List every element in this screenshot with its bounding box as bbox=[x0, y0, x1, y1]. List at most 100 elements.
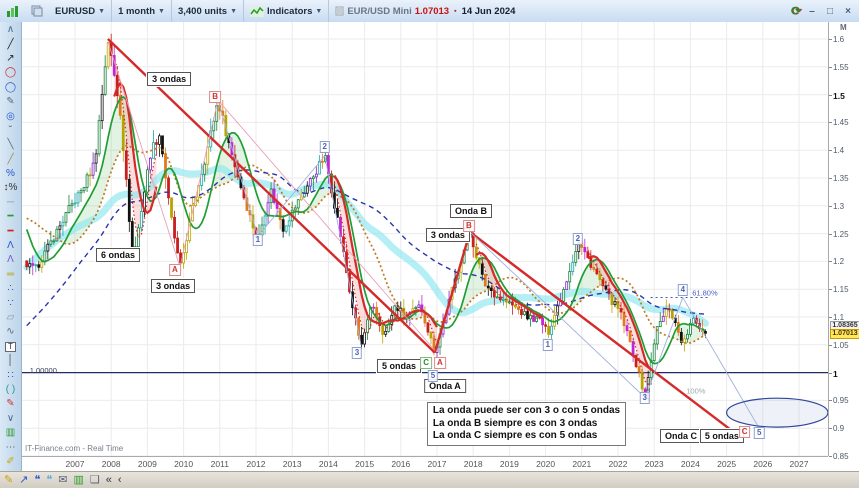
elliott-wave-marker-5[interactable]: 5 bbox=[753, 427, 765, 440]
elliott-wave-marker-A[interactable]: A bbox=[434, 357, 446, 370]
scroll-down-icon[interactable]: ∨ bbox=[2, 412, 20, 426]
chevron-down-icon: ▼ bbox=[230, 7, 237, 15]
dots-tool-icon[interactable]: ∷ bbox=[2, 368, 20, 382]
analysis-note-box[interactable]: La onda puede ser con 3 o con 5 ondas La … bbox=[426, 402, 627, 446]
indicators-button[interactable]: Indicators ▼ bbox=[244, 0, 330, 22]
close-button[interactable]: × bbox=[845, 5, 851, 17]
segment-tool-icon[interactable]: ╲ bbox=[2, 138, 20, 152]
text-tool-icon[interactable]: T bbox=[2, 340, 20, 354]
annotate-marker-icon[interactable]: ✎ bbox=[4, 473, 14, 486]
year-tick-label: 2027 bbox=[789, 459, 809, 469]
highlight-tool-icon[interactable]: ✐ bbox=[2, 455, 20, 469]
divider-icon[interactable]: ─ bbox=[2, 196, 20, 210]
price-tick-label: 1.5 bbox=[833, 90, 845, 101]
more-tools-icon[interactable]: ⋯ bbox=[2, 440, 20, 454]
wave-count-tool-icon[interactable]: Λ bbox=[2, 239, 20, 253]
ellipse-handles-tool-icon[interactable]: ◎ bbox=[2, 109, 20, 123]
layers-icon bbox=[31, 5, 43, 17]
mail-icon[interactable]: ✉ bbox=[58, 473, 68, 486]
elliott-wave-marker-C[interactable]: C bbox=[420, 357, 433, 370]
price-tick-label: 1.2 bbox=[833, 257, 845, 267]
scroll-up-icon-glyph: ∧ bbox=[6, 24, 15, 36]
year-tick-label: 2009 bbox=[137, 459, 157, 469]
price-tick-mark bbox=[829, 178, 832, 179]
vline-tool-icon[interactable]: │ bbox=[2, 354, 20, 368]
elliott-wave-marker-2[interactable]: 2 bbox=[572, 232, 584, 245]
chart-style-icon[interactable] bbox=[0, 0, 25, 22]
wave-count-label[interactable]: 3 ondas bbox=[425, 227, 470, 242]
fibonacci-tool-icon[interactable]: % bbox=[2, 167, 20, 181]
hline-green-tool-icon[interactable]: ━ bbox=[2, 210, 20, 224]
wave-count-label[interactable]: 5 ondas bbox=[699, 428, 744, 443]
elliott-wave-marker-B[interactable]: B bbox=[462, 220, 475, 233]
chevron-down-icon: ▼ bbox=[98, 7, 106, 15]
last-price-tag: 1.07013 bbox=[830, 328, 859, 339]
bracket-tool-icon[interactable]: ( ) bbox=[2, 383, 20, 397]
pencil-tool-icon[interactable]: ✎ bbox=[2, 95, 20, 109]
wave-label-tool-icon[interactable]: Λ bbox=[2, 253, 20, 267]
elliott-wave-marker-A[interactable]: A bbox=[169, 264, 181, 277]
elliott-wave-marker-1[interactable]: 1 bbox=[542, 339, 553, 352]
fibonacci-level-label[interactable]: 61.80% bbox=[692, 288, 718, 298]
restore-button[interactable]: □ bbox=[826, 5, 834, 17]
cascade-windows-icon[interactable]: ❏ bbox=[89, 473, 100, 486]
wave-count-label[interactable]: Onda A bbox=[424, 378, 466, 393]
price-tick-mark bbox=[829, 122, 832, 124]
step-left-icon[interactable]: ‹ bbox=[117, 473, 122, 486]
arc-tool-icon[interactable]: ˘ bbox=[2, 124, 20, 138]
collapse-left-icon[interactable]: « bbox=[105, 473, 112, 486]
elliott-wave-marker-B[interactable]: B bbox=[209, 90, 221, 103]
wave-count-label[interactable]: Onda B bbox=[450, 204, 493, 219]
chat-alt-icon[interactable]: ❝ bbox=[46, 473, 53, 486]
eraser-tool-icon[interactable]: ▱ bbox=[2, 311, 20, 325]
elliott-wave-marker-4[interactable]: 4 bbox=[677, 284, 689, 297]
ellipse-red-tool-icon[interactable]: ◯ bbox=[2, 66, 20, 80]
elliott-wave-marker-1[interactable]: 1 bbox=[252, 234, 264, 247]
window-controls: ⟳ – □ × bbox=[791, 4, 859, 18]
wave-count-label[interactable]: 6 ondas bbox=[96, 248, 141, 263]
ellipse-blue-tool-icon[interactable]: ◯ bbox=[2, 81, 20, 95]
wave-count-label[interactable]: Onda C bbox=[659, 428, 702, 443]
trendline-tool-icon[interactable]: ╱ bbox=[2, 37, 20, 51]
layout-icon[interactable] bbox=[25, 0, 49, 22]
symbol-selector[interactable]: EURUSD ▼ bbox=[49, 0, 113, 22]
refresh-icon[interactable]: ⟳ bbox=[790, 4, 801, 18]
hline-red-tool-icon[interactable]: ━ bbox=[2, 224, 20, 238]
points-tool-icon[interactable]: ∵ bbox=[2, 296, 20, 310]
minimize-button[interactable]: – bbox=[809, 5, 815, 17]
scroll-up-icon[interactable]: ∧ bbox=[2, 23, 20, 37]
pencil-red-tool-icon[interactable]: ✎ bbox=[2, 397, 20, 411]
ellipse-handles-tool-icon-glyph: ◎ bbox=[6, 110, 15, 122]
elliott-wave-marker-3[interactable]: 3 bbox=[639, 392, 651, 405]
elliott-wave-marker-5[interactable]: 5 bbox=[427, 369, 439, 382]
parity-level-label[interactable]: 1.00000 bbox=[29, 365, 57, 375]
chat-icon[interactable]: ❝ bbox=[34, 473, 41, 486]
chart-svg[interactable] bbox=[22, 22, 828, 456]
ray-tool-icon[interactable]: ╱ bbox=[2, 153, 20, 167]
wave-count-label[interactable]: 3 ondas bbox=[147, 72, 192, 87]
indicator-window-tool-icon[interactable]: ▥ bbox=[2, 426, 20, 440]
fibonacci-100-label[interactable]: 100% bbox=[686, 386, 706, 396]
chevron-down-icon: ▼ bbox=[158, 7, 165, 15]
wave-count-label[interactable]: 5 ondas bbox=[376, 359, 421, 374]
pattern-dots-tool-icon[interactable]: ∴ bbox=[2, 282, 20, 296]
elliott-wave-marker-2[interactable]: 2 bbox=[319, 140, 330, 153]
share-icon[interactable]: ↗ bbox=[19, 473, 29, 486]
status-bar: ✎ ↗ ❝ ❝ ✉ ▥ ❏ « ‹ bbox=[0, 471, 859, 488]
curve-tool-icon[interactable]: ∿ bbox=[2, 325, 20, 339]
elliott-wave-marker-3[interactable]: 3 bbox=[351, 347, 363, 360]
percent-tool-icon[interactable]: ↕% bbox=[2, 181, 20, 195]
channel-tool-icon[interactable]: ═ bbox=[2, 268, 20, 282]
units-selector[interactable]: 3,400 units ▼ bbox=[172, 0, 244, 22]
wave-count-label[interactable]: 3 ondas bbox=[151, 279, 196, 294]
arrow-tool-icon[interactable]: ↗ bbox=[2, 52, 20, 66]
timeframe-selector[interactable]: 1 month ▼ bbox=[112, 0, 172, 22]
chart-window-icon[interactable]: ▥ bbox=[73, 473, 84, 486]
time-axis[interactable]: 2007 2008 2009 2010 2011 2012 2013 2014 2015 2016… bbox=[22, 456, 828, 472]
chevron-down-icon: ▼ bbox=[315, 7, 323, 15]
price-tick-mark bbox=[829, 289, 832, 291]
elliott-wave-marker-C[interactable]: C bbox=[738, 426, 751, 439]
dots-tool-icon-glyph: ∷ bbox=[7, 369, 14, 381]
price-axis[interactable]: M 1.6 1.55 1.5 1.45 1.4 1.35 1.3 1.25 1.2 1.15 1.1… bbox=[828, 22, 859, 461]
